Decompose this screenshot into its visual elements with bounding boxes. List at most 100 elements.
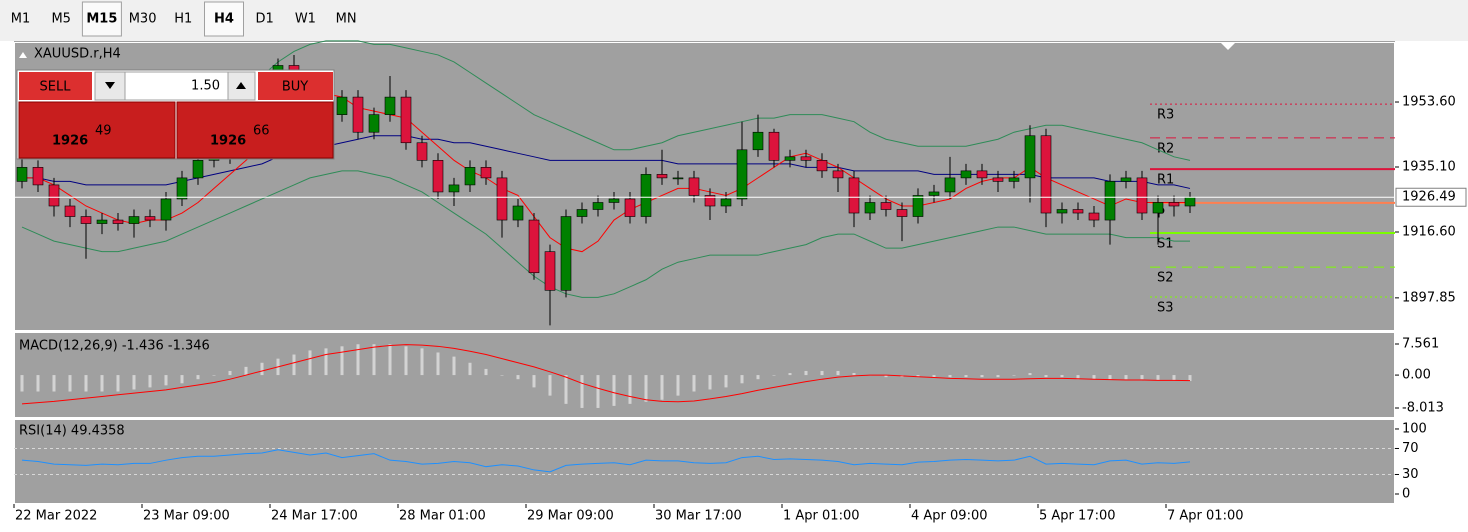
bid-price-big[interactable]: 1926 (52, 134, 88, 149)
bid-price-small[interactable]: 49 (95, 124, 112, 139)
timeframe-label[interactable]: W1 (295, 12, 316, 27)
macd-bar (996, 375, 1000, 378)
candle-body (160, 198, 172, 221)
candle-body (768, 131, 780, 161)
timeframe-label[interactable]: M1 (11, 12, 31, 27)
timeframe-button[interactable] (41, 2, 81, 36)
macd-bar (516, 375, 520, 380)
macd-bar (452, 356, 456, 376)
candle-body (80, 216, 92, 224)
candle-body (96, 219, 108, 224)
macd-bar (804, 370, 808, 376)
y-tick-label: 0 (1402, 486, 1410, 501)
y-tick-label: 1953.60 (1402, 95, 1456, 110)
macd-bar (500, 375, 504, 376)
timeframe-button[interactable] (326, 2, 366, 36)
ask-price-box[interactable] (176, 101, 334, 159)
timeframe-label[interactable]: H1 (174, 12, 192, 27)
candle-body (128, 216, 140, 224)
timeframe-button[interactable] (1, 2, 40, 36)
macd-bar (660, 375, 664, 400)
trade-panel: SELL 1.50 BUY 1926 49 1926 66 (16, 69, 335, 160)
shift-marker (1221, 43, 1235, 50)
macd-bar (388, 344, 392, 376)
macd-bar (164, 375, 168, 386)
timeframe-button[interactable] (163, 2, 203, 36)
candle-body (1120, 177, 1132, 182)
macd-bar (116, 375, 120, 392)
timeframe-label[interactable]: M5 (51, 12, 71, 27)
y-tick-label: 100 (1402, 421, 1427, 436)
macd-bar (356, 344, 360, 376)
timeframe-label[interactable]: D1 (256, 12, 274, 27)
y-tick-label: -8.013 (1402, 401, 1444, 416)
timeframe-button[interactable] (285, 2, 325, 36)
price-axis (1395, 41, 1468, 532)
macd-bar (964, 375, 968, 378)
macd-bar (596, 375, 600, 408)
macd-bar (340, 346, 344, 376)
pivot-label: R1 (1157, 173, 1174, 188)
sell-label[interactable]: SELL (40, 80, 72, 95)
timeframe-button[interactable] (81, 1, 122, 37)
timeframe-label[interactable]: M30 (129, 12, 157, 27)
macd-bar (1140, 375, 1144, 380)
buy-label[interactable]: BUY (282, 80, 308, 95)
buy-button[interactable] (258, 72, 333, 100)
timeframe-button[interactable] (204, 1, 244, 37)
y-tick-label: 1916.60 (1402, 224, 1456, 239)
macd-bar (1188, 375, 1192, 381)
candle-body (688, 177, 700, 196)
current-price-box (1395, 187, 1467, 207)
macd-bar (628, 375, 632, 404)
volume-value[interactable]: 1.50 (191, 79, 220, 94)
toolbar (0, 0, 1468, 40)
pivot-label: P (1157, 206, 1165, 221)
macd-bar (468, 362, 472, 376)
candle-body (144, 216, 156, 221)
macd-bar (324, 348, 328, 376)
candle-body (816, 160, 828, 172)
macd-bar (132, 375, 136, 390)
candle-body (368, 114, 380, 133)
sell-button[interactable] (19, 72, 92, 100)
macd-bar (612, 375, 616, 406)
rsi-line (21, 449, 1191, 473)
candle-body (16, 167, 28, 182)
macd-bar (564, 375, 568, 404)
timeframe-label[interactable]: H4 (214, 12, 234, 27)
candle-body (352, 96, 364, 133)
y-tick-label: 30 (1402, 467, 1419, 482)
timeframe-button[interactable] (123, 2, 163, 36)
x-tick-label: 5 Apr 17:00 (1039, 509, 1116, 524)
ask-price-big[interactable]: 1926 (210, 134, 246, 149)
macd-bar (308, 350, 312, 376)
macd-bar (580, 375, 584, 408)
indicator-line (22, 135, 1191, 189)
timeframe-button[interactable] (245, 2, 285, 36)
candle-body (640, 174, 652, 217)
candle-body (896, 209, 908, 217)
macd-bar (788, 373, 792, 376)
candle-body (832, 170, 844, 179)
timeframe-label[interactable]: M15 (86, 12, 117, 27)
timeframe-label[interactable]: MN (336, 12, 357, 27)
ask-price-small[interactable]: 66 (253, 124, 270, 139)
candle-body (544, 251, 556, 291)
candle-body (464, 167, 476, 186)
x-tick-label: 29 Mar 09:00 (527, 509, 614, 524)
down-arrow (105, 82, 115, 89)
y-tick-label: 1897.85 (1402, 290, 1456, 305)
macd-bar (436, 352, 440, 376)
candle-body (48, 184, 60, 207)
candle-body (496, 177, 508, 221)
bid-price-box[interactable] (18, 101, 176, 159)
volume-input[interactable] (124, 71, 229, 101)
macd-bar (260, 362, 264, 376)
macd-bar (852, 373, 856, 376)
candle-body (1136, 177, 1148, 214)
macd-bar (1044, 375, 1048, 378)
macd-bar (20, 375, 24, 392)
candle-body (992, 177, 1004, 182)
